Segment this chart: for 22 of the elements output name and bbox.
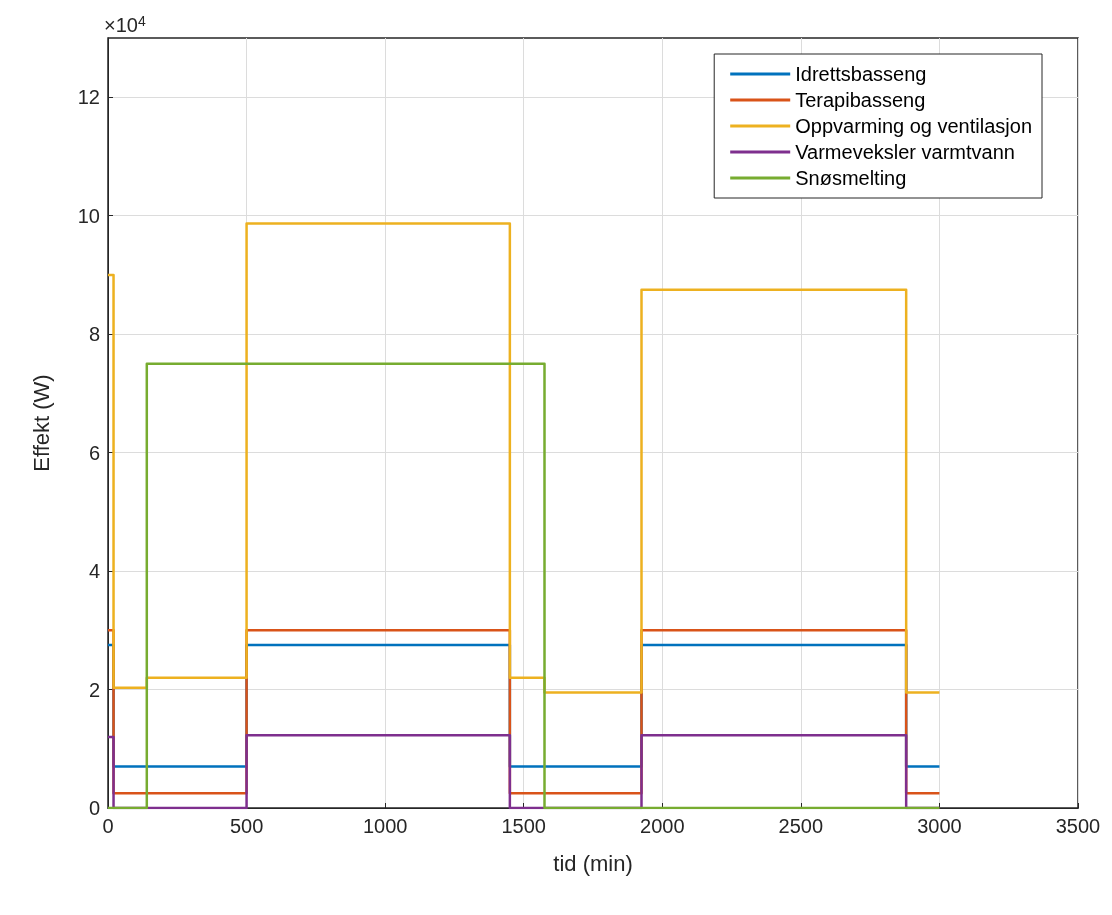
y-tick-label: 4	[88, 560, 100, 583]
x-axis-title: tid (min)	[553, 850, 633, 876]
y-tick-label: 10	[77, 204, 100, 227]
y-tick-label: 12	[77, 86, 100, 109]
legend-label: Varmeveksler varmtvann	[795, 141, 1015, 163]
y-tick-label: 6	[88, 441, 100, 464]
x-tick-label: 3500	[1055, 815, 1101, 837]
legend-label: Oppvarming og ventilasjon	[795, 115, 1032, 137]
y-tick-label: 0	[88, 797, 100, 819]
legend-label: Snøsmelting	[795, 167, 907, 189]
x-tick-label: 1000	[362, 815, 408, 837]
legend-label: Idrettsbasseng	[795, 63, 927, 85]
y-tick-label: 2	[88, 678, 100, 701]
x-tick-label: 1500	[501, 815, 546, 837]
y-axis-title: Effekt (W)	[28, 374, 54, 472]
x-tick-label: 500	[229, 815, 264, 837]
x-tick-label: 3000	[917, 815, 962, 837]
x-tick-label: 2000	[640, 815, 685, 837]
x-tick-label: 2500	[778, 815, 824, 837]
legend-label: Terapibasseng	[795, 89, 926, 111]
x-tick-label: 0	[102, 815, 114, 837]
y-tick-label: 8	[88, 323, 100, 346]
